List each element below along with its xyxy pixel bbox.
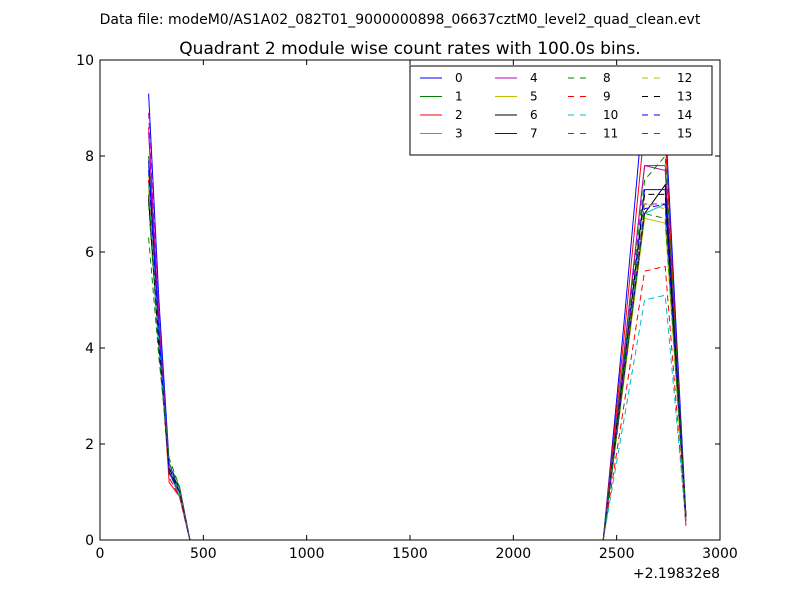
- y-tick-label: 0: [85, 533, 94, 549]
- x-tick-label: 1000: [289, 546, 325, 562]
- legend-label-8: 8: [603, 71, 611, 85]
- y-tick-label: 6: [85, 245, 94, 261]
- x-tick-label: 0: [96, 546, 105, 562]
- legend-label-0: 0: [455, 71, 463, 85]
- legend-label-11: 11: [603, 127, 618, 141]
- legend-label-15: 15: [677, 127, 692, 141]
- legend-label-9: 9: [603, 90, 611, 104]
- legend-label-7: 7: [530, 127, 538, 141]
- legend-label-5: 5: [530, 90, 538, 104]
- legend-label-13: 13: [677, 90, 692, 104]
- y-tick-label: 8: [85, 149, 94, 165]
- y-tick-label: 10: [76, 53, 94, 69]
- legend-label-4: 4: [530, 71, 538, 85]
- x-offset-label: +2.19832e8: [633, 566, 720, 582]
- legend-label-3: 3: [455, 127, 463, 141]
- y-tick-label: 2: [85, 437, 94, 453]
- legend-label-14: 14: [677, 108, 692, 122]
- x-tick-label: 3000: [702, 546, 738, 562]
- suptitle: Data file: modeM0/AS1A02_082T01_90000008…: [100, 12, 701, 28]
- legend-label-2: 2: [455, 108, 463, 122]
- legend-label-6: 6: [530, 108, 538, 122]
- legend-label-10: 10: [603, 108, 618, 122]
- chart-title: Quadrant 2 module wise count rates with …: [179, 39, 640, 59]
- legend-label-1: 1: [455, 90, 463, 104]
- x-tick-label: 2000: [496, 546, 532, 562]
- x-tick-label: 1500: [392, 546, 428, 562]
- y-tick-label: 4: [85, 341, 94, 357]
- x-tick-label: 500: [190, 546, 217, 562]
- legend-label-12: 12: [677, 71, 692, 85]
- x-tick-label: 2500: [599, 546, 635, 562]
- legend-frame: [409, 65, 713, 156]
